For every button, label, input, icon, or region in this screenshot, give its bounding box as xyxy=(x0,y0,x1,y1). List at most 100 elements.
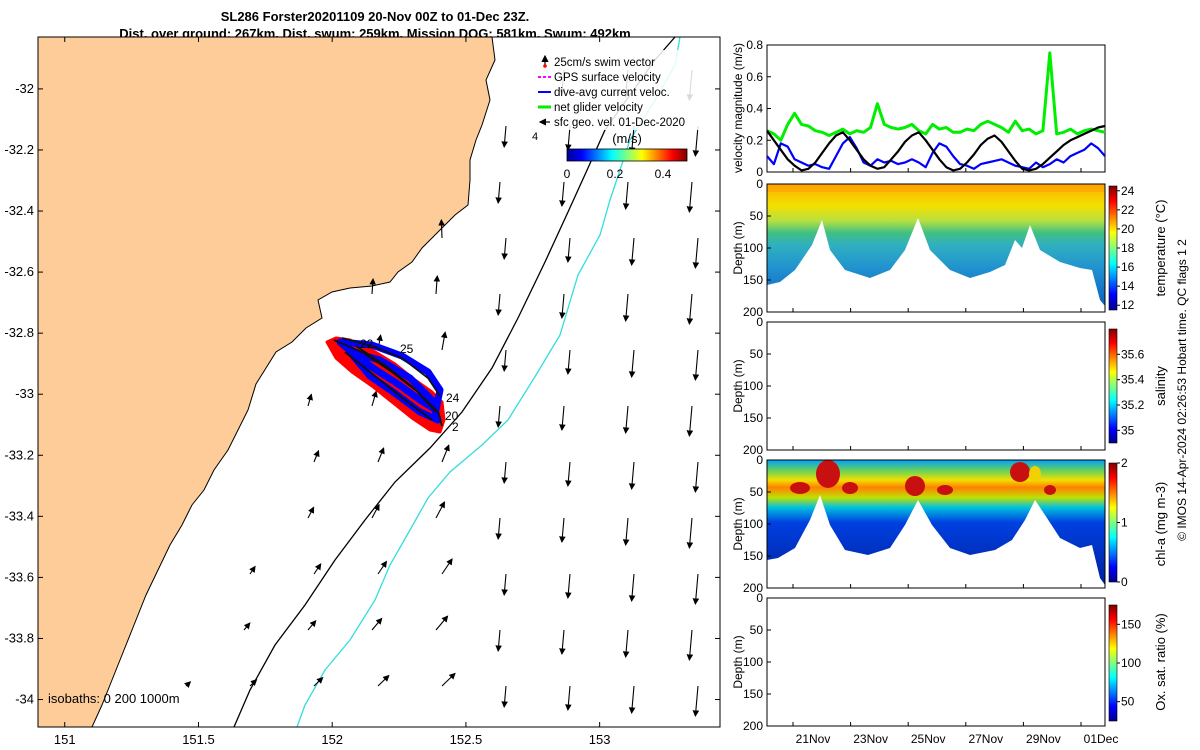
time-tick-label: 01Dec xyxy=(1084,732,1119,746)
time-tick-label: 27Nov xyxy=(968,732,1003,746)
chla-y-axis: 0 50 100 150 200 xyxy=(743,453,771,595)
sfc-velocity-arrow xyxy=(559,629,566,656)
time-tick-label: 21Nov xyxy=(796,732,831,746)
cbar-tick: 16 xyxy=(1117,260,1135,274)
map-y-tick-label: -32.4 xyxy=(4,203,34,218)
colorbar-tick-label: 0.2 xyxy=(607,167,624,181)
map-y-tick: -32.2 xyxy=(4,142,720,157)
cbar-tick: 0 xyxy=(1117,575,1128,589)
map-y-tick-label: -33.2 xyxy=(4,447,34,462)
track-map: -32 -32.2 -32.4 -32.6 -32.8 -33 -33.2 -33.4 -33.… xyxy=(4,36,721,747)
depth-tick-label: 100 xyxy=(743,241,763,255)
sfc-velocity-arrow xyxy=(628,125,636,154)
velocity-ylabel: velocity magnitude (m/s) xyxy=(731,43,745,173)
cbar-tick-label: 22 xyxy=(1121,203,1135,217)
copyright-text: © IMOS 14-Apr-2024 02:26:53 Hobart time.… xyxy=(1175,239,1189,541)
depth-tick: 50 xyxy=(750,209,771,223)
chla-patch xyxy=(790,482,810,494)
velocity-tick-label: 0.6 xyxy=(746,70,763,84)
chla-colorbar xyxy=(1108,462,1118,583)
cbar-tick-label: 18 xyxy=(1121,241,1135,255)
depth-tick-label: 200 xyxy=(743,719,763,733)
map-y-tick-label: -32 xyxy=(15,81,34,96)
sfc-velocity-arrow xyxy=(495,405,502,429)
oxygen-ylabel: Depth (m) xyxy=(731,635,745,688)
sfc-velocity-arrow xyxy=(495,181,502,205)
salinity-colorbar xyxy=(1108,328,1118,444)
cbar-tick: 35 xyxy=(1117,423,1135,437)
sfc-velocity-arrow xyxy=(686,629,694,661)
depth-tick: 0 xyxy=(756,453,771,467)
sfc-velocity-arrow xyxy=(686,517,694,549)
map-x-tick-label: 152 xyxy=(321,732,343,747)
sfc-velocity-arrow xyxy=(565,237,572,264)
cbar-tick: 14 xyxy=(1117,279,1135,293)
velocity-panel: 0 0.2 0.4 0.6 0.8 velocity magnitude (m/s) xyxy=(731,38,1106,179)
sfc-velocity-arrow xyxy=(441,444,450,463)
sfc-velocity-arrow xyxy=(371,617,383,631)
velocity-tick: 0.2 xyxy=(746,133,771,147)
chla-cbar-label: chl-a (mg m-3) xyxy=(1153,482,1168,567)
legend-item-gps-velocity: GPS surface velocity xyxy=(538,72,661,84)
legend-item-dive-avg: dive-avg current veloc. xyxy=(538,87,670,99)
depth-tick: 0 xyxy=(756,177,771,191)
velocity-series-line xyxy=(766,136,1106,170)
depth-tick: 100 xyxy=(743,517,771,531)
cbar-tick-label: 35.4 xyxy=(1121,373,1145,387)
sfc-velocity-arrow xyxy=(686,181,694,213)
sfc-velocity-arrow xyxy=(501,685,508,709)
map-y-tick-label: -33.4 xyxy=(4,508,34,523)
map-y-tick: -33.8 xyxy=(4,630,720,645)
depth-tick: 0 xyxy=(756,591,771,605)
time-tick: 01Dec xyxy=(1080,168,1119,746)
cbar-tick: 50 xyxy=(1117,695,1135,709)
track-label-22: 22 xyxy=(360,337,374,351)
legend-box xyxy=(530,50,708,130)
chla-patch xyxy=(905,476,925,496)
sfc-velocity-arrow xyxy=(307,619,317,631)
map-x-tick-label: 151.5 xyxy=(182,732,215,747)
map-y-tick-label: -32.6 xyxy=(4,264,34,279)
sfc-velocity-arrow xyxy=(692,237,700,269)
depth-tick-label: 50 xyxy=(750,347,764,361)
sfc-velocity-arrow xyxy=(313,449,320,463)
map-frame xyxy=(37,36,721,728)
sfc-velocity-arrow xyxy=(369,277,376,295)
sfc-velocity-arrow xyxy=(628,237,636,266)
velocity-tick: 0 xyxy=(756,165,771,179)
sfc-velocity-arrow xyxy=(243,622,251,631)
cbar-tick: 35.4 xyxy=(1117,373,1145,387)
salinity-cbar-label: salinity xyxy=(1153,366,1168,406)
cbar-tick: 35.2 xyxy=(1117,398,1145,412)
depth-tick-label: 50 xyxy=(750,209,764,223)
track-label-20: 20 xyxy=(445,409,459,423)
velocity-series-line xyxy=(766,51,1106,142)
temperature-colorbar-ticks: 12 14 16 18 20 22 24 xyxy=(1117,184,1135,312)
map-x-tick: 151.5 xyxy=(182,37,215,747)
chla-ylabel: Depth (m) xyxy=(731,497,745,550)
cbar-tick-label: 16 xyxy=(1121,260,1135,274)
temperature-field xyxy=(767,184,1105,306)
depth-tick-label: 150 xyxy=(743,687,763,701)
sfc-velocity-arrow xyxy=(313,676,324,687)
sfc-velocity-arrow xyxy=(686,405,694,437)
sfc-velocity-arrow xyxy=(249,678,258,687)
cbar-tick: 2 xyxy=(1117,456,1128,470)
sfc-velocity-arrow xyxy=(433,274,441,295)
sfc-velocity-arrow xyxy=(495,629,502,653)
cbar-tick-label: 35.2 xyxy=(1121,398,1145,412)
salinity-y-axis: 0 50 100 150 200 xyxy=(743,315,771,457)
depth-tick: 100 xyxy=(743,379,771,393)
oxygen-panel: 0 50 100 150 200 Depth (m) 50 100 150 Ox. sat.… xyxy=(731,591,1168,733)
depth-tick-label: 200 xyxy=(743,443,763,457)
sfc-velocity-arrow xyxy=(559,293,566,320)
sfc-velocity-arrow xyxy=(377,674,390,687)
map-y-tick-label: -33.8 xyxy=(4,630,34,645)
legend-label: GPS surface velocity xyxy=(554,72,661,84)
cbar-tick-label: 35.6 xyxy=(1121,347,1145,361)
coastline-land xyxy=(38,37,496,727)
velocity-series-line xyxy=(766,124,1106,172)
glider-track: 22 25 24 20 2 xyxy=(325,336,460,434)
cbar-tick-label: 14 xyxy=(1121,279,1135,293)
